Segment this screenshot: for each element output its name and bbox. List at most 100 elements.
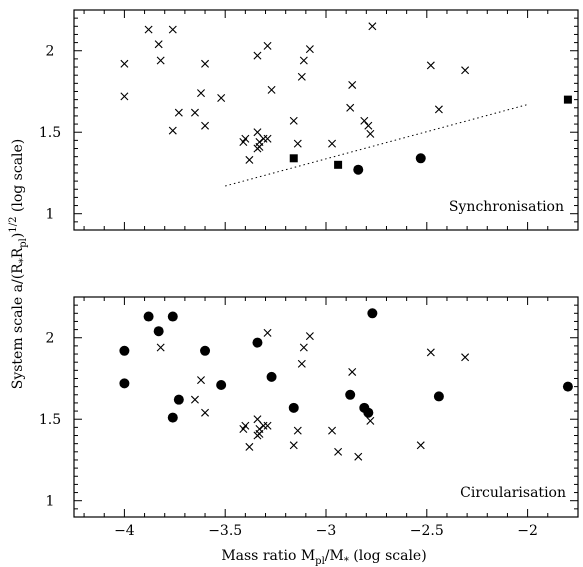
cross-point [434,105,443,114]
cross-point [461,353,470,362]
cross-point [168,25,177,34]
cross-point [346,103,355,112]
circle-point [266,371,277,382]
circularisation-panel-frame [73,296,579,518]
cross-point [201,408,210,417]
cross-point [259,134,268,143]
synchronisation-panel-frame [73,9,579,231]
circle-point [216,380,227,390]
cross-point [245,442,254,451]
cross-point [120,59,129,68]
circularisation-panel-label: Circularisation [460,485,566,501]
circle-point [367,308,378,319]
cross-point [348,80,357,89]
circle-point [562,381,573,392]
circle-point [143,311,154,322]
circularisation-panel-marks [119,308,573,461]
cross-point [253,51,262,60]
cross-point [156,56,165,65]
cross-point [154,40,163,49]
cross-point [360,116,369,125]
cross-point [120,92,129,101]
y-tick-label: 1.5 [39,125,61,141]
cross-point [426,61,435,70]
x-tick-label: −2.5 [410,523,444,539]
cross-point [364,121,373,130]
cross-point [190,395,199,404]
cross-point [255,142,264,151]
synchronisation-panel-marks [120,22,572,187]
cross-point [217,94,226,102]
cross-point [328,139,337,148]
cross-point [241,421,250,430]
cross-point [168,126,177,135]
cross-point [201,59,210,68]
cross-point [416,441,425,450]
circle-point [252,337,263,348]
cross-point [263,41,272,50]
circle-point [415,153,426,164]
circle-point [363,407,374,418]
cross-point [293,426,302,435]
cross-point [253,128,262,137]
y-tick-label: 2 [46,44,55,60]
circle-point [173,394,184,405]
square-point [289,154,298,163]
x-tick-label: −4 [114,523,135,539]
cross-point [289,116,298,125]
square-point [563,95,572,104]
cross-point [299,343,308,352]
circle-point [119,378,130,389]
x-tick-label: −2 [517,523,538,539]
circle-point [119,345,130,356]
cross-point [334,447,343,456]
y-tick-label: 1 [46,494,55,510]
cross-point [368,22,377,31]
cross-point [348,367,357,376]
x-tick-label: −3 [316,523,337,539]
circle-point [433,391,444,402]
cross-point [366,416,375,425]
cross-point [263,328,272,337]
cross-point [190,108,199,117]
cross-point [263,421,272,430]
cross-point [255,429,264,438]
circle-point [345,389,356,400]
y-tick-label: 2 [46,331,55,347]
y-tick-label: 1.5 [39,412,61,428]
circle-point [200,345,211,356]
y-tick-label: 1 [46,207,55,223]
cross-point [299,56,308,65]
cross-point [241,134,250,143]
cross-point [144,25,153,34]
cross-point [197,89,205,98]
cross-point [328,426,337,435]
axes-ticks: 1 1.5 2 1 1.5 2 −4 −3.5 −3 −2.5 −2 [39,10,578,539]
circle-point [167,412,178,423]
cross-point [259,421,268,430]
cross-point [297,72,306,81]
cross-point [426,348,435,357]
circle-point [353,164,364,175]
cross-point [253,415,262,424]
cross-point [245,155,254,164]
cross-point [289,441,298,450]
cross-point [366,129,375,138]
y-axis-title: System scale a/(R*Rpl)1/2 (log scale) [8,139,29,390]
cross-point [174,108,183,117]
cross-point [197,376,205,385]
synchronisation-panel-label: Synchronisation [449,199,564,215]
cross-point [461,66,470,75]
cross-point [263,134,272,143]
x-axis-title: Mass ratio Mpl/M* (log scale) [221,548,426,567]
trend-dotted-line [225,104,528,187]
cross-point [297,359,306,368]
cross-point [305,332,314,341]
cross-point [354,452,363,461]
square-point [334,160,343,169]
cross-point [156,343,165,352]
circle-point [288,402,299,413]
cross-point [267,85,276,94]
cross-point [201,121,210,130]
